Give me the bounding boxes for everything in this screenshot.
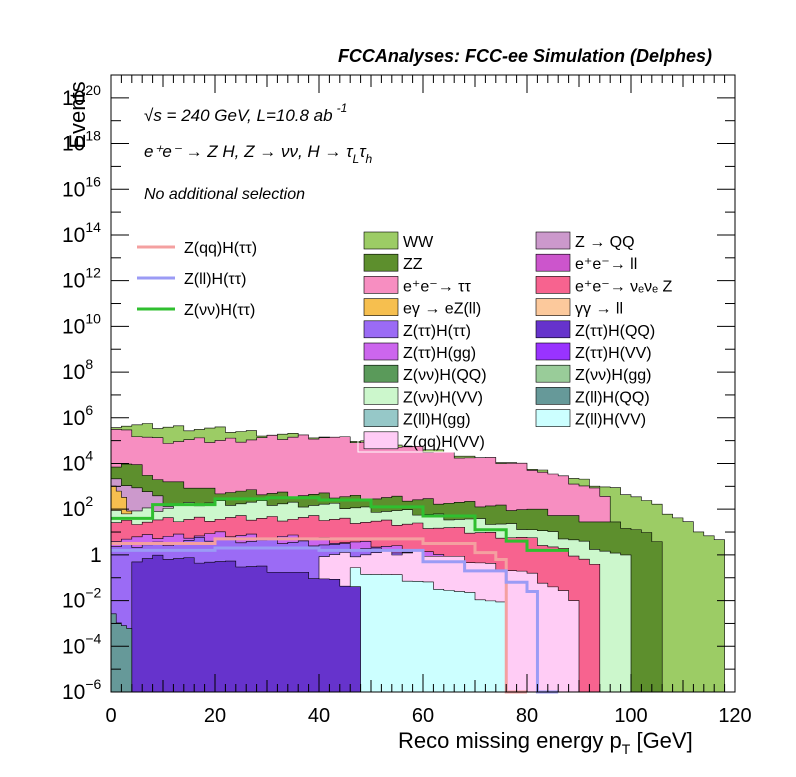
annotation-process: e⁺e⁻ → Z H, Z → νν, H → τLτh	[144, 142, 373, 166]
y-tick-label: 1016	[62, 173, 101, 201]
y-tick-label: 1014	[62, 219, 101, 247]
legend-label: ZZ	[403, 256, 423, 273]
annotation-energy: √s = 240 GeV, L=10.8 ab -1	[144, 101, 347, 125]
legend-swatch	[363, 320, 399, 339]
y-tick-label: 1020	[62, 82, 101, 110]
x-tick-label: 0	[105, 705, 116, 727]
legend-swatch	[535, 342, 571, 361]
legend-label: WW	[403, 234, 434, 251]
y-tick-label: 1018	[62, 128, 101, 156]
legend-label: e⁺e⁻→ ττ	[403, 278, 471, 295]
legend-swatch	[535, 231, 571, 250]
signal-z-qq-h-1	[111, 537, 527, 694]
legend-swatch	[363, 342, 399, 361]
legend-label: Z(ττ)H(QQ)	[575, 323, 655, 340]
legend-label: Z(ττ)H(VV)	[575, 345, 652, 362]
legend-swatch	[363, 298, 399, 316]
legend-swatch	[535, 409, 571, 427]
legend-label: Z(ll)H(gg)	[403, 412, 471, 429]
annotation-selection: No additional selection	[144, 186, 305, 203]
signal-lines	[111, 496, 569, 694]
layer-z-h-qq-11	[131, 554, 361, 693]
legend-label: γγ → ll	[575, 301, 623, 318]
x-axis-label-unit: [GeV]	[630, 728, 692, 753]
legend-label: Z → QQ	[575, 234, 635, 251]
x-axis-label: Reco missing energy pT [GeV]	[398, 728, 693, 757]
y-tick-label: 10−4	[62, 630, 102, 658]
y-tick-label: 1	[90, 544, 102, 567]
signal-z-h-0	[111, 496, 569, 552]
y-tick-label: 108	[62, 356, 93, 384]
legend-label: e⁺e⁻→ νₑνₑ Z	[575, 278, 672, 295]
legend-signal-label: Z(νν)H(ττ)	[184, 302, 255, 319]
y-axis-label: Events	[65, 81, 90, 148]
layer-z-ll-h-qq-12	[110, 613, 133, 693]
y-tick-label: 102	[62, 493, 93, 521]
legend: Z(qq)H(ττ) Z(ll)H(ττ) Z(νν)H(ττ) WW ZZ e⁺e⁻→ …	[137, 231, 672, 451]
x-tick-label: 20	[204, 705, 226, 727]
x-axis-label-main: Reco missing energy p	[398, 728, 622, 753]
signal-z-ll-h-2	[111, 546, 559, 694]
y-tick-label: 106	[62, 402, 93, 430]
legend-swatch	[535, 253, 571, 272]
x-tick-label: 60	[412, 705, 434, 727]
legend-label: Z(νν)H(gg)	[575, 367, 651, 384]
legend-box	[357, 227, 667, 453]
legend-signal-label: Z(qq)H(ττ)	[184, 240, 257, 257]
legend-label: Z(ττ)H(ττ)	[403, 323, 471, 340]
x-tick-label: 40	[308, 705, 330, 727]
x-tick-label: 100	[614, 705, 647, 727]
x-tick-label: 120	[718, 705, 751, 727]
legend-label: Z(ll)H(VV)	[575, 412, 646, 429]
legend-swatch	[363, 231, 399, 250]
x-tick-label: 80	[516, 705, 538, 727]
legend-swatch	[363, 409, 399, 427]
y-tick-label: 1010	[62, 310, 101, 338]
legend-label: eγ → eZ(ll)	[403, 301, 481, 318]
legend-swatch	[535, 387, 571, 405]
legend-swatch	[363, 253, 399, 272]
y-tick-label: 10−2	[62, 585, 102, 613]
legend-swatch	[535, 276, 571, 294]
legend-swatch	[363, 276, 399, 294]
legend-label: Z(qq)H(VV)	[403, 434, 485, 451]
y-tick-label: 1012	[62, 265, 101, 293]
y-tick-label: 104	[62, 447, 93, 475]
legend-swatch	[363, 364, 399, 383]
legend-signal-label: Z(ll)H(ττ)	[184, 271, 246, 288]
legend-swatch	[535, 298, 571, 316]
layer-z-ll-h-vv-10	[349, 567, 507, 693]
annotations: √s = 240 GeV, L=10.8 ab -1 e⁺e⁻ → Z H, Z …	[144, 101, 373, 203]
y-tick-label: 10−6	[62, 676, 102, 704]
stack-layers	[110, 423, 725, 693]
axis-ticks: 0 20 40 60 80 100 120 10−6 10−4 10−2 1 102 104 106 108…	[62, 74, 752, 727]
legend-swatch	[363, 387, 399, 405]
legend-label: e⁺e⁻→ ll	[575, 256, 637, 273]
legend-label: Z(ll)H(QQ)	[575, 389, 650, 406]
legend-swatch	[535, 364, 571, 383]
legend-label: Z(ττ)H(gg)	[403, 345, 476, 362]
x-axis-label-sub: T	[622, 741, 631, 757]
legend-swatch	[535, 320, 571, 339]
legend-label: Z(νν)H(VV)	[403, 389, 483, 406]
legend-swatch	[363, 431, 399, 450]
legend-label: Z(νν)H(QQ)	[403, 367, 487, 384]
chart-title: FCCAnalyses: FCC-ee Simulation (Delphes)	[338, 46, 712, 66]
